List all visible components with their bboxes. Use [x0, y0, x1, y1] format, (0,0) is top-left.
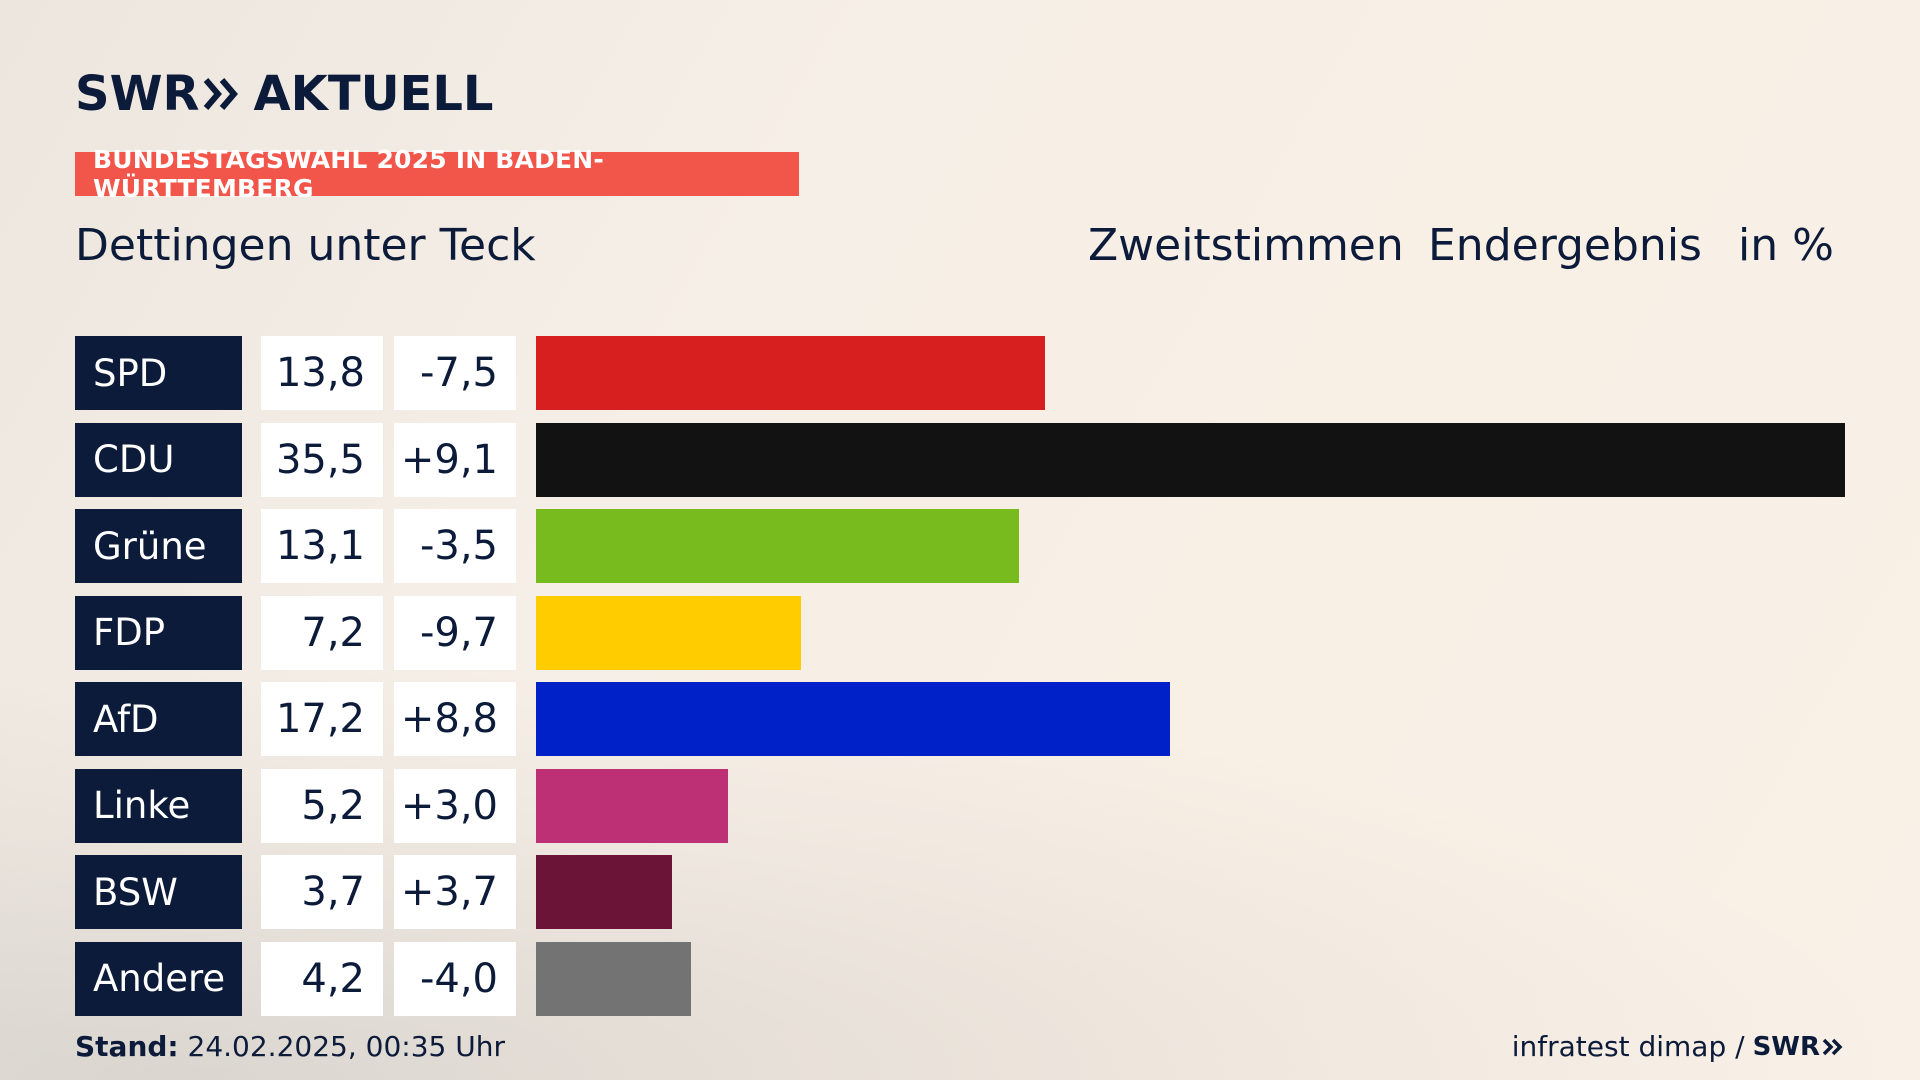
party-label: BSW	[75, 855, 242, 929]
party-label: FDP	[75, 595, 242, 670]
result-bar	[536, 768, 728, 843]
percent-value: 17,2	[261, 682, 383, 756]
result-bar	[536, 855, 672, 929]
percent-value: 7,2	[261, 595, 383, 670]
logo-aktuell-text: AKTUELL	[253, 66, 494, 122]
header-endergebnis: Endergebnis	[1428, 220, 1702, 271]
percent-value: 4,2	[261, 941, 383, 1016]
percent-value: 5,2	[261, 768, 383, 843]
logo-swr-text: SWR	[75, 66, 200, 122]
change-value: +3,7	[394, 855, 516, 929]
party-label: SPD	[75, 336, 242, 410]
header-unit: in %	[1738, 220, 1834, 271]
result-bar	[536, 509, 1019, 583]
party-label: Grüne	[75, 509, 242, 583]
change-value: -3,5	[394, 509, 516, 583]
change-value: +8,8	[394, 682, 516, 756]
stand-label: Stand:	[75, 1030, 179, 1063]
percent-value: 35,5	[261, 422, 383, 497]
source-swr-logo: SWR	[1752, 1031, 1820, 1062]
election-banner: BUNDESTAGSWAHL 2025 IN BADEN-WÜRTTEMBERG	[75, 145, 799, 203]
source-credit: infratest dimap / SWR	[1512, 1030, 1844, 1063]
double-chevron-icon	[204, 78, 239, 110]
result-bar	[536, 682, 1170, 756]
change-value: -9,7	[394, 595, 516, 670]
timestamp: Stand: 24.02.2025, 00:35 Uhr	[75, 1030, 505, 1063]
result-bar	[536, 336, 1045, 410]
percent-value: 13,8	[261, 336, 383, 410]
result-bar	[536, 422, 1845, 497]
result-bar	[536, 941, 691, 1016]
change-value: -7,5	[394, 336, 516, 410]
result-bar	[536, 595, 801, 670]
change-value: -4,0	[394, 941, 516, 1016]
source-text: infratest dimap /	[1511, 1030, 1745, 1063]
change-value: +3,0	[394, 768, 516, 843]
party-label: CDU	[75, 422, 242, 497]
place-title: Dettingen unter Teck	[75, 220, 536, 271]
stand-value: 24.02.2025, 00:35 Uhr	[178, 1030, 505, 1063]
party-label: Linke	[75, 768, 242, 843]
party-label: Andere	[75, 941, 242, 1016]
swr-aktuell-logo: SWR AKTUELL	[75, 66, 494, 122]
small-double-chevron-icon	[1822, 1038, 1843, 1055]
change-value: +9,1	[394, 422, 516, 497]
percent-value: 13,1	[261, 509, 383, 583]
header-zweitstimmen: Zweitstimmen	[1088, 220, 1404, 271]
party-label: AfD	[75, 682, 242, 756]
percent-value: 3,7	[261, 855, 383, 929]
